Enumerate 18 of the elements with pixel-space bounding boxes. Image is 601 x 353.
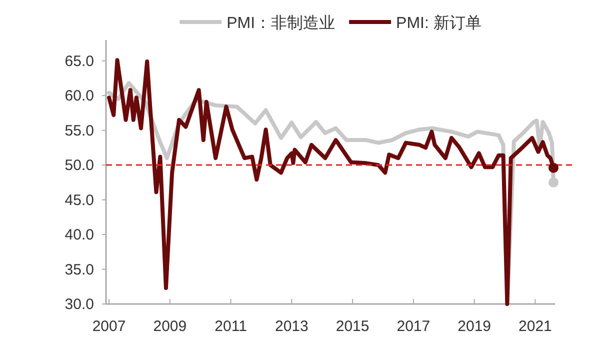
y-tick-label: 50.0 (64, 157, 94, 174)
legend-label: PMI：非制造业 (226, 14, 336, 32)
y-tick-label: 65.0 (64, 52, 94, 70)
x-tick-label: 2021 (518, 318, 552, 335)
y-tick-label: 40.0 (64, 226, 94, 244)
y-tick-label: 60.0 (64, 88, 94, 105)
x-tick-label: 2009 (153, 318, 187, 335)
x-tick-label: 2019 (458, 318, 492, 335)
y-tick-label: 45.0 (64, 192, 94, 209)
x-tick-label: 2015 (336, 318, 370, 335)
y-tick-label: 35.0 (64, 261, 94, 278)
x-tick-label: 2017 (396, 318, 430, 335)
x-tick-label: 2011 (214, 318, 247, 335)
y-tick-label: 30.0 (64, 296, 94, 313)
x-tick-label: 2007 (92, 318, 126, 335)
y-tick-label: 55.0 (64, 122, 94, 140)
x-tick-label: 2013 (275, 318, 308, 335)
legend-label: PMI: 新订单 (396, 14, 482, 32)
